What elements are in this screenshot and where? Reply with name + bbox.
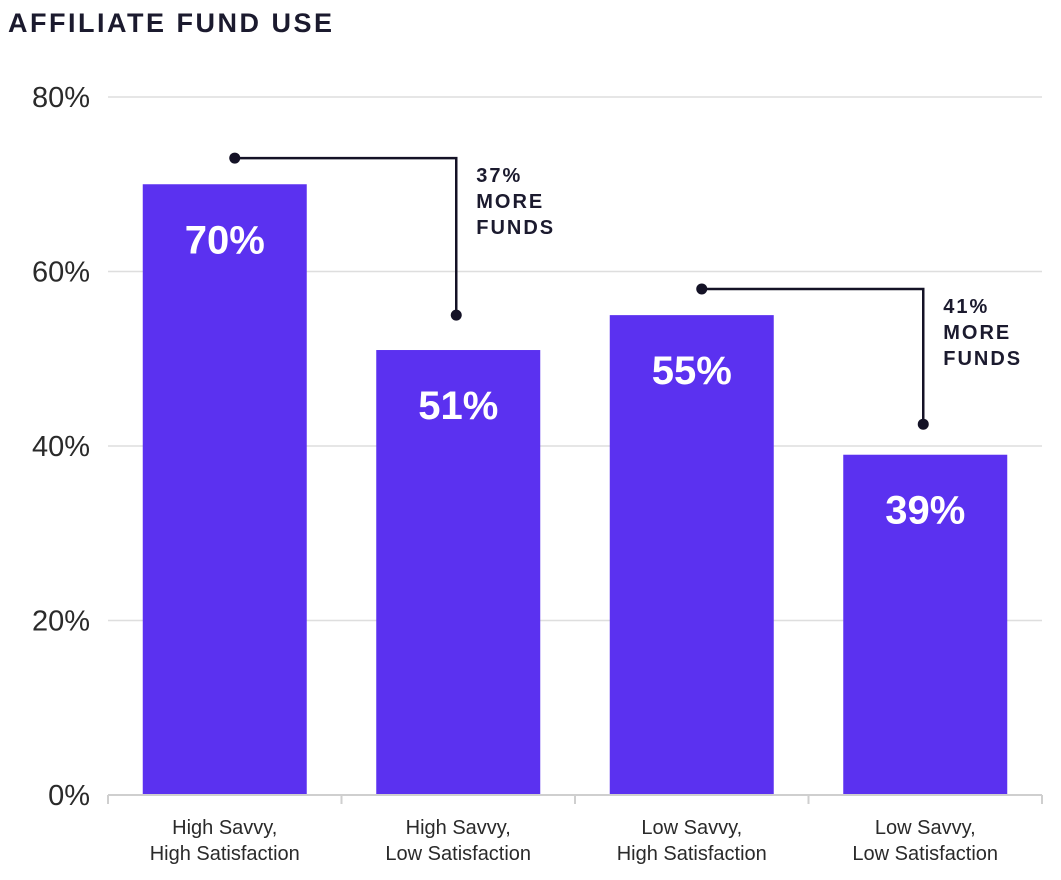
bar (843, 454, 1008, 795)
x-category-label: Low Savvy, (641, 817, 742, 839)
chart-title: AFFILIATE FUND USE (8, 8, 334, 38)
x-category-label: Low Savvy, (875, 817, 976, 839)
annotation-dot-start (229, 152, 241, 164)
annotation-text: FUNDS (943, 348, 1022, 370)
bar (609, 315, 774, 795)
annotation-text: MORE (943, 322, 1011, 344)
annotation-text: 41% (943, 296, 989, 318)
annotation-text: FUNDS (476, 217, 555, 239)
annotation-connector (701, 287, 925, 425)
annotation-text: 37% (476, 165, 522, 187)
bar (142, 184, 307, 795)
bar-value-label: 51% (418, 384, 498, 428)
x-category-label: High Savvy, (172, 817, 277, 839)
y-tick-label: 0% (48, 780, 90, 812)
y-tick-label: 60% (32, 257, 90, 289)
bar-value-label: 39% (885, 489, 965, 533)
bars: 70% 51% 55% 39% (142, 184, 1008, 795)
bar-value-label: 55% (652, 349, 732, 393)
x-category-label: Low Satisfaction (385, 843, 531, 865)
x-category-label: High Savvy, (406, 817, 511, 839)
annotation-dot-end (917, 418, 929, 430)
bar-value-label: 70% (185, 218, 265, 262)
annotation-text: MORE (476, 191, 544, 213)
x-category-label: High Satisfaction (150, 843, 300, 865)
x-category-label: High Satisfaction (617, 843, 767, 865)
y-tick-label: 80% (32, 82, 90, 114)
x-category-label: Low Satisfaction (852, 843, 998, 865)
annotation-dot-end (450, 309, 462, 321)
y-tick-label: 40% (32, 431, 90, 463)
axes: 0% 20% 40% 60% 80% High Savvy, High Satisfacti… (32, 82, 1043, 865)
annotation-dot-start (696, 283, 708, 295)
y-tick-label: 20% (32, 606, 90, 638)
annotations: 37% MORE FUNDS 41% MORE FUNDS (229, 152, 1022, 430)
bar (376, 350, 541, 795)
annotation-connector (234, 156, 458, 316)
